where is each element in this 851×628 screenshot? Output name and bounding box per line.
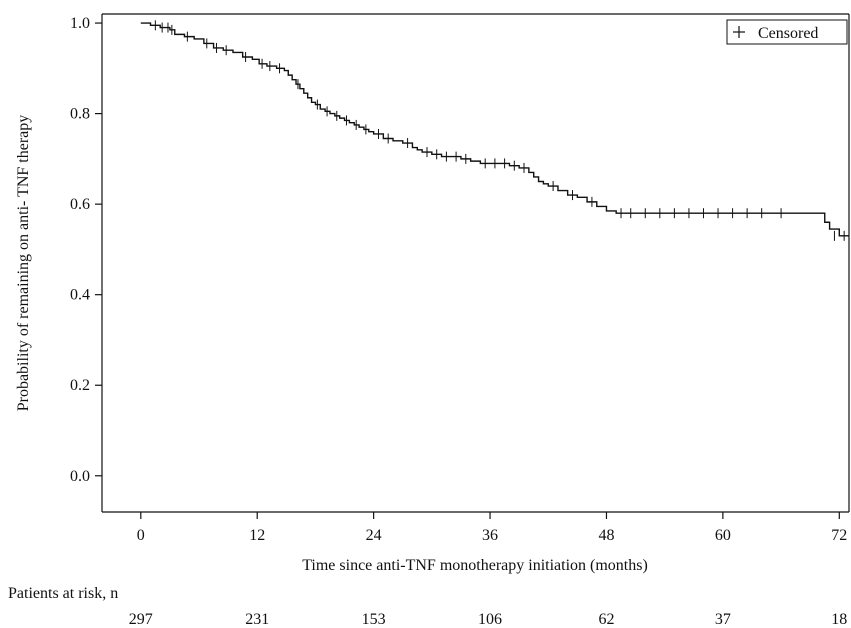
x-tick-label: 12 [249, 527, 265, 544]
x-axis-label: Time since anti-TNF monotherapy initiati… [302, 557, 648, 574]
risk-count: 153 [362, 611, 386, 628]
risk-count: 37 [715, 611, 731, 628]
risk-count: 106 [478, 611, 502, 628]
y-tick-label: 0.4 [70, 287, 90, 304]
y-tick-label: 0.0 [70, 468, 90, 485]
risk-count: 18 [831, 611, 847, 628]
survival-curve [140, 22, 849, 237]
y-axis-label: Probability of remaining on anti- TNF th… [15, 115, 32, 412]
x-axis-ticks: 0 12 24 36 48 60 72 [137, 512, 847, 544]
risk-table-counts: 297 231 153 106 62 37 18 [129, 611, 847, 628]
y-tick-label: 0.6 [70, 196, 90, 213]
legend-label: Censored [758, 25, 818, 42]
y-tick-label: 0.2 [70, 377, 90, 394]
plot-frame [101, 13, 850, 513]
risk-count: 297 [129, 611, 153, 628]
risk-count: 231 [245, 611, 269, 628]
y-axis-ticks: 0.0 0.2 0.4 0.6 0.8 1.0 [70, 15, 102, 485]
y-tick-label: 0.8 [70, 106, 90, 123]
risk-table-label: Patients at risk, n [8, 585, 118, 602]
x-tick-label: 0 [137, 527, 145, 544]
x-tick-label: 72 [831, 527, 847, 544]
x-tick-label: 48 [598, 527, 614, 544]
x-tick-label: 60 [715, 527, 731, 544]
risk-count: 62 [598, 611, 614, 628]
x-tick-label: 36 [482, 527, 498, 544]
y-tick-label: 1.0 [70, 15, 90, 32]
x-tick-label: 24 [366, 527, 382, 544]
legend: Censored [726, 19, 848, 45]
censor-marks [154, 20, 845, 241]
